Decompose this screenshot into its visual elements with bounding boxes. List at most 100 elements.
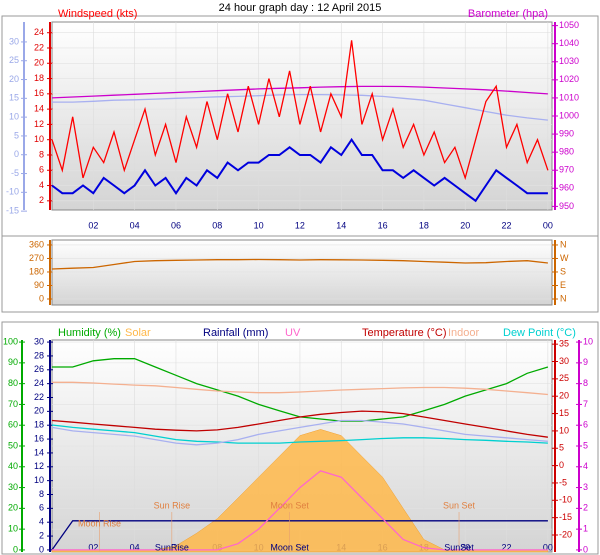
y-tick-label: 5 [583, 440, 588, 450]
x-tick-label: 06 [171, 220, 181, 230]
series-line [52, 470, 548, 551]
series-line [51, 258, 548, 270]
y-tick-label: 7 [583, 399, 588, 409]
series-line [51, 419, 548, 446]
y-tick-label: 8 [583, 378, 588, 388]
y-tick-label: 25 [9, 55, 19, 65]
y-tick-label: -5 [559, 477, 567, 487]
y-tick-label: 4 [39, 180, 44, 190]
legend-label: Windspeed (kts) [58, 8, 137, 20]
legend-label: Temperature (°C) [362, 327, 446, 339]
x-tick-label: 04 [130, 542, 140, 552]
series-line [51, 40, 549, 181]
y-tick-label: 10 [34, 475, 44, 485]
series-line [51, 520, 548, 551]
series-line [51, 424, 548, 444]
y-tick-label: 1 [583, 524, 588, 534]
x-tick-label: 02 [88, 220, 98, 230]
y-tick-label: S [560, 266, 566, 276]
event-label: Sun Rise [154, 500, 191, 510]
y-tick-label: -15 [559, 512, 572, 522]
y-tick-label: 25 [559, 373, 569, 383]
y-tick-label: 1050 [559, 20, 579, 30]
series-line [51, 85, 548, 99]
series-line [52, 93, 548, 121]
y-tick-label: 40 [8, 461, 18, 471]
event-label: Moon Rise [78, 518, 121, 528]
y-tick-label: 22 [34, 392, 44, 402]
y-tick-label: 30 [9, 36, 19, 46]
y-tick-label: 3 [583, 482, 588, 492]
x-tick-label: 08 [212, 220, 222, 230]
y-tick-label: 22 [34, 42, 44, 52]
x-tick-label: 00 [543, 220, 553, 230]
y-tick-label: 0 [559, 460, 564, 470]
y-tick-label: 6 [39, 165, 44, 175]
y-tick-label: 14 [34, 103, 44, 113]
y-tick-label: 20 [8, 503, 18, 513]
x-tick-label: 20 [460, 220, 470, 230]
y-tick-label: 35 [559, 339, 569, 349]
y-tick-label: 5 [14, 130, 19, 140]
y-tick-label: 100 [3, 336, 18, 346]
series-line [51, 137, 548, 203]
y-tick-label: 360 [29, 239, 44, 249]
y-tick-label: 18 [34, 420, 44, 430]
y-tick-label: 20 [559, 391, 569, 401]
y-tick-label: -10 [559, 495, 572, 505]
y-tick-label: 12 [34, 119, 44, 129]
y-tick-label: 990 [559, 128, 574, 138]
x-tick-label: 10 [254, 220, 264, 230]
y-tick-label: 960 [559, 183, 574, 193]
y-tick-label: 70 [8, 399, 18, 409]
y-tick-label: 980 [559, 147, 574, 157]
series-line [52, 381, 548, 396]
y-tick-label: 12 [34, 461, 44, 471]
plot-area [51, 239, 553, 306]
y-tick-label: 1000 [559, 110, 579, 120]
y-tick-label: 950 [559, 201, 574, 211]
x-tick-label: 22 [502, 542, 512, 552]
y-tick-label: 20 [34, 406, 44, 416]
y-tick-label: 0 [13, 544, 18, 554]
x-tick-label: 18 [419, 220, 429, 230]
y-tick-label: 20 [9, 74, 19, 84]
y-tick-label: 16 [34, 88, 44, 98]
y-tick-label: 2 [583, 503, 588, 513]
y-tick-label: 80 [8, 378, 18, 388]
y-tick-label: 4 [39, 517, 44, 527]
event-axis-label: SunRise [155, 542, 189, 552]
legend-label: Indoor [448, 327, 480, 339]
y-tick-label: 0 [14, 149, 19, 159]
y-tick-label: 1010 [559, 92, 579, 102]
y-tick-label: 1020 [559, 74, 579, 84]
event-axis-label: SunSet [444, 542, 474, 552]
x-tick-label: 00 [543, 542, 553, 552]
y-tick-label: 15 [559, 408, 569, 418]
x-tick-label: 12 [295, 220, 305, 230]
y-tick-label: N [560, 239, 567, 249]
y-tick-label: 26 [34, 364, 44, 374]
y-tick-label: 10 [8, 524, 18, 534]
event-axis-label: Moon Set [270, 542, 309, 552]
y-tick-label: 2 [39, 530, 44, 540]
y-tick-label: 2 [39, 195, 44, 205]
y-tick-label: 14 [34, 447, 44, 457]
y-tick-label: 30 [559, 356, 569, 366]
legend-label: Humidity (%) [58, 327, 121, 339]
x-tick-label: 04 [130, 220, 140, 230]
y-tick-label: 970 [559, 165, 574, 175]
y-tick-label: 24 [34, 27, 44, 37]
y-tick-label: 60 [8, 420, 18, 430]
y-tick-label: 6 [583, 420, 588, 430]
y-tick-label: 90 [8, 357, 18, 367]
y-tick-label: W [560, 253, 569, 263]
legend-label: Rainfall (mm) [203, 327, 268, 339]
y-tick-label: 6 [39, 503, 44, 513]
y-tick-label: 8 [39, 149, 44, 159]
event-label: Sun Set [443, 500, 476, 510]
y-tick-label: -5 [11, 168, 19, 178]
y-tick-label: 90 [34, 280, 44, 290]
x-tick-label: 22 [502, 220, 512, 230]
y-tick-label: N [560, 293, 567, 303]
